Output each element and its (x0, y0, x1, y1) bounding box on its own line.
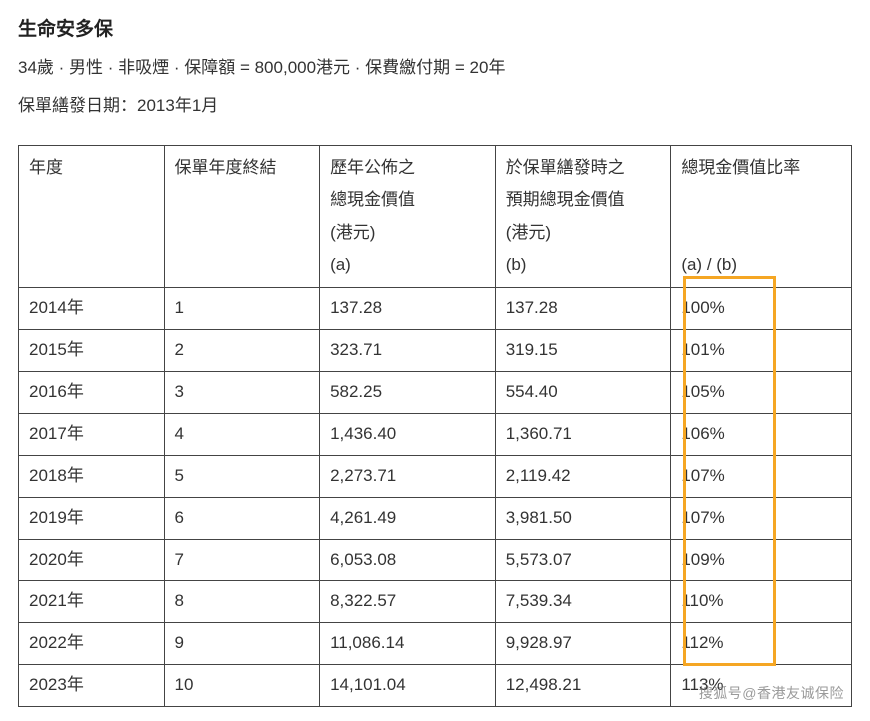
cell-expected: 2,119.42 (495, 455, 671, 497)
col5-line4: (a) / (b) (681, 249, 841, 281)
cell-policy-year: 3 (164, 371, 320, 413)
cell-policy-year: 8 (164, 581, 320, 623)
col-ratio: 總現金價值比率 (a) / (b) (671, 146, 852, 288)
cell-year: 2017年 (19, 413, 165, 455)
cell-year: 2021年 (19, 581, 165, 623)
cell-declared: 2,273.71 (320, 455, 496, 497)
cell-declared: 6,053.08 (320, 539, 496, 581)
cell-declared: 582.25 (320, 371, 496, 413)
cell-ratio: 107% (671, 497, 852, 539)
col-year: 年度 (19, 146, 165, 288)
col3-line3: (港元) (330, 217, 485, 249)
cell-year: 2016年 (19, 371, 165, 413)
table-row: 2022年911,086.149,928.97112% (19, 623, 852, 665)
table-body: 2014年1137.28137.28100%2015年2323.71319.15… (19, 288, 852, 707)
cell-expected: 319.15 (495, 330, 671, 372)
cell-expected: 3,981.50 (495, 497, 671, 539)
policyholder-info: 34歲 · 男性 · 非吸煙 · 保障額 = 800,000港元 · 保費繳付期… (18, 51, 852, 85)
cell-ratio: 109% (671, 539, 852, 581)
col4-line2: 預期總現金價值 (506, 184, 661, 216)
policy-issue-date: 保單繕發日期：2013年1月 (18, 89, 852, 123)
table-row: 2015年2323.71319.15101% (19, 330, 852, 372)
cell-declared: 4,261.49 (320, 497, 496, 539)
cell-expected: 5,573.07 (495, 539, 671, 581)
cell-policy-year: 10 (164, 665, 320, 707)
cell-declared: 11,086.14 (320, 623, 496, 665)
cell-expected: 9,928.97 (495, 623, 671, 665)
col-policy-year-end: 保單年度終結 (164, 146, 320, 288)
col5-blank3 (681, 217, 841, 249)
cash-value-table: 年度 保單年度終結 歷年公佈之 總現金價值 (港元) (a) 於保單繕發時之 預… (18, 145, 852, 707)
table-row: 2014年1137.28137.28100% (19, 288, 852, 330)
col4-line3: (港元) (506, 217, 661, 249)
cell-expected: 1,360.71 (495, 413, 671, 455)
cell-year: 2020年 (19, 539, 165, 581)
table-container: 年度 保單年度終結 歷年公佈之 總現金價值 (港元) (a) 於保單繕發時之 預… (18, 145, 852, 707)
col4-line4: (b) (506, 249, 661, 281)
table-row: 2016年3582.25554.40105% (19, 371, 852, 413)
product-title: 生命安多保 (18, 14, 852, 41)
table-row: 2021年88,322.577,539.34110% (19, 581, 852, 623)
table-row: 2019年64,261.493,981.50107% (19, 497, 852, 539)
cell-ratio: 113% (671, 665, 852, 707)
cell-declared: 323.71 (320, 330, 496, 372)
cell-policy-year: 7 (164, 539, 320, 581)
cell-declared: 137.28 (320, 288, 496, 330)
cell-year: 2022年 (19, 623, 165, 665)
table-row: 2023年1014,101.0412,498.21113% (19, 665, 852, 707)
table-row: 2018年52,273.712,119.42107% (19, 455, 852, 497)
cell-year: 2014年 (19, 288, 165, 330)
cell-year: 2019年 (19, 497, 165, 539)
cell-expected: 554.40 (495, 371, 671, 413)
cell-policy-year: 4 (164, 413, 320, 455)
cell-expected: 137.28 (495, 288, 671, 330)
col3-line1: 歷年公佈之 (330, 152, 485, 184)
col-expected-cash-value: 於保單繕發時之 預期總現金價值 (港元) (b) (495, 146, 671, 288)
table-row: 2017年41,436.401,360.71106% (19, 413, 852, 455)
cell-declared: 1,436.40 (320, 413, 496, 455)
cell-ratio: 107% (671, 455, 852, 497)
cell-expected: 7,539.34 (495, 581, 671, 623)
col-declared-cash-value: 歷年公佈之 總現金價值 (港元) (a) (320, 146, 496, 288)
cell-ratio: 100% (671, 288, 852, 330)
cell-year: 2023年 (19, 665, 165, 707)
table-row: 2020年76,053.085,573.07109% (19, 539, 852, 581)
cell-declared: 8,322.57 (320, 581, 496, 623)
cell-ratio: 112% (671, 623, 852, 665)
cell-ratio: 110% (671, 581, 852, 623)
cell-policy-year: 9 (164, 623, 320, 665)
cell-year: 2018年 (19, 455, 165, 497)
col4-line1: 於保單繕發時之 (506, 152, 661, 184)
cell-policy-year: 2 (164, 330, 320, 372)
cell-ratio: 101% (671, 330, 852, 372)
col3-line2: 總現金價值 (330, 184, 485, 216)
cell-expected: 12,498.21 (495, 665, 671, 707)
cell-policy-year: 5 (164, 455, 320, 497)
cell-year: 2015年 (19, 330, 165, 372)
col5-line1: 總現金價值比率 (681, 152, 841, 184)
cell-ratio: 105% (671, 371, 852, 413)
cell-ratio: 106% (671, 413, 852, 455)
col5-blank2 (681, 184, 841, 216)
cell-declared: 14,101.04 (320, 665, 496, 707)
cell-policy-year: 1 (164, 288, 320, 330)
cell-policy-year: 6 (164, 497, 320, 539)
table-header-row: 年度 保單年度終結 歷年公佈之 總現金價值 (港元) (a) 於保單繕發時之 預… (19, 146, 852, 288)
col3-line4: (a) (330, 249, 485, 281)
